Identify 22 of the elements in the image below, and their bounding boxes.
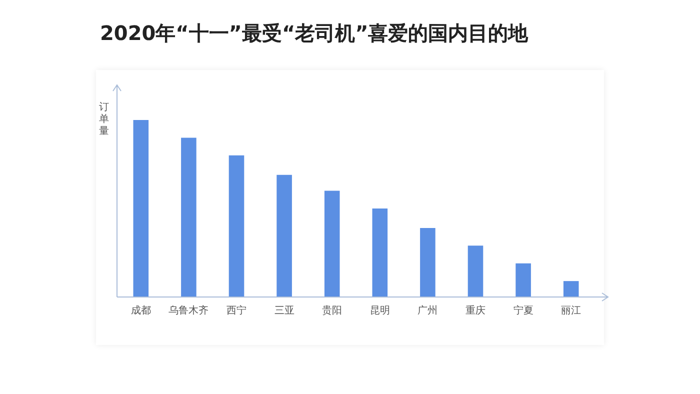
x-tick-label: 西宁 bbox=[226, 304, 246, 317]
y-axis-title: 订单量 bbox=[98, 102, 110, 138]
bar bbox=[563, 281, 579, 297]
x-tick-label: 成都 bbox=[130, 304, 151, 317]
x-tick-label: 丽江 bbox=[561, 304, 582, 317]
bar bbox=[228, 155, 244, 297]
bar bbox=[516, 263, 531, 297]
x-tick-label: 重庆 bbox=[466, 304, 486, 317]
bar bbox=[468, 246, 484, 297]
x-tick-label: 广州 bbox=[418, 304, 438, 317]
x-tick-label: 乌鲁木齐 bbox=[168, 304, 209, 317]
bar bbox=[372, 208, 388, 297]
x-tick-label: 昆明 bbox=[370, 306, 390, 317]
x-tick-label: 宁夏 bbox=[513, 304, 534, 317]
x-tick-label: 三亚 bbox=[274, 306, 294, 317]
bar bbox=[420, 228, 436, 297]
chart-title: 2020年“十一”最受“老司机”喜爱的国内目的地 bbox=[100, 20, 528, 47]
x-tick-label: 贵阳 bbox=[322, 304, 342, 317]
bar bbox=[181, 138, 196, 297]
bar bbox=[324, 190, 340, 297]
bar bbox=[133, 120, 149, 297]
bar bbox=[276, 174, 292, 297]
